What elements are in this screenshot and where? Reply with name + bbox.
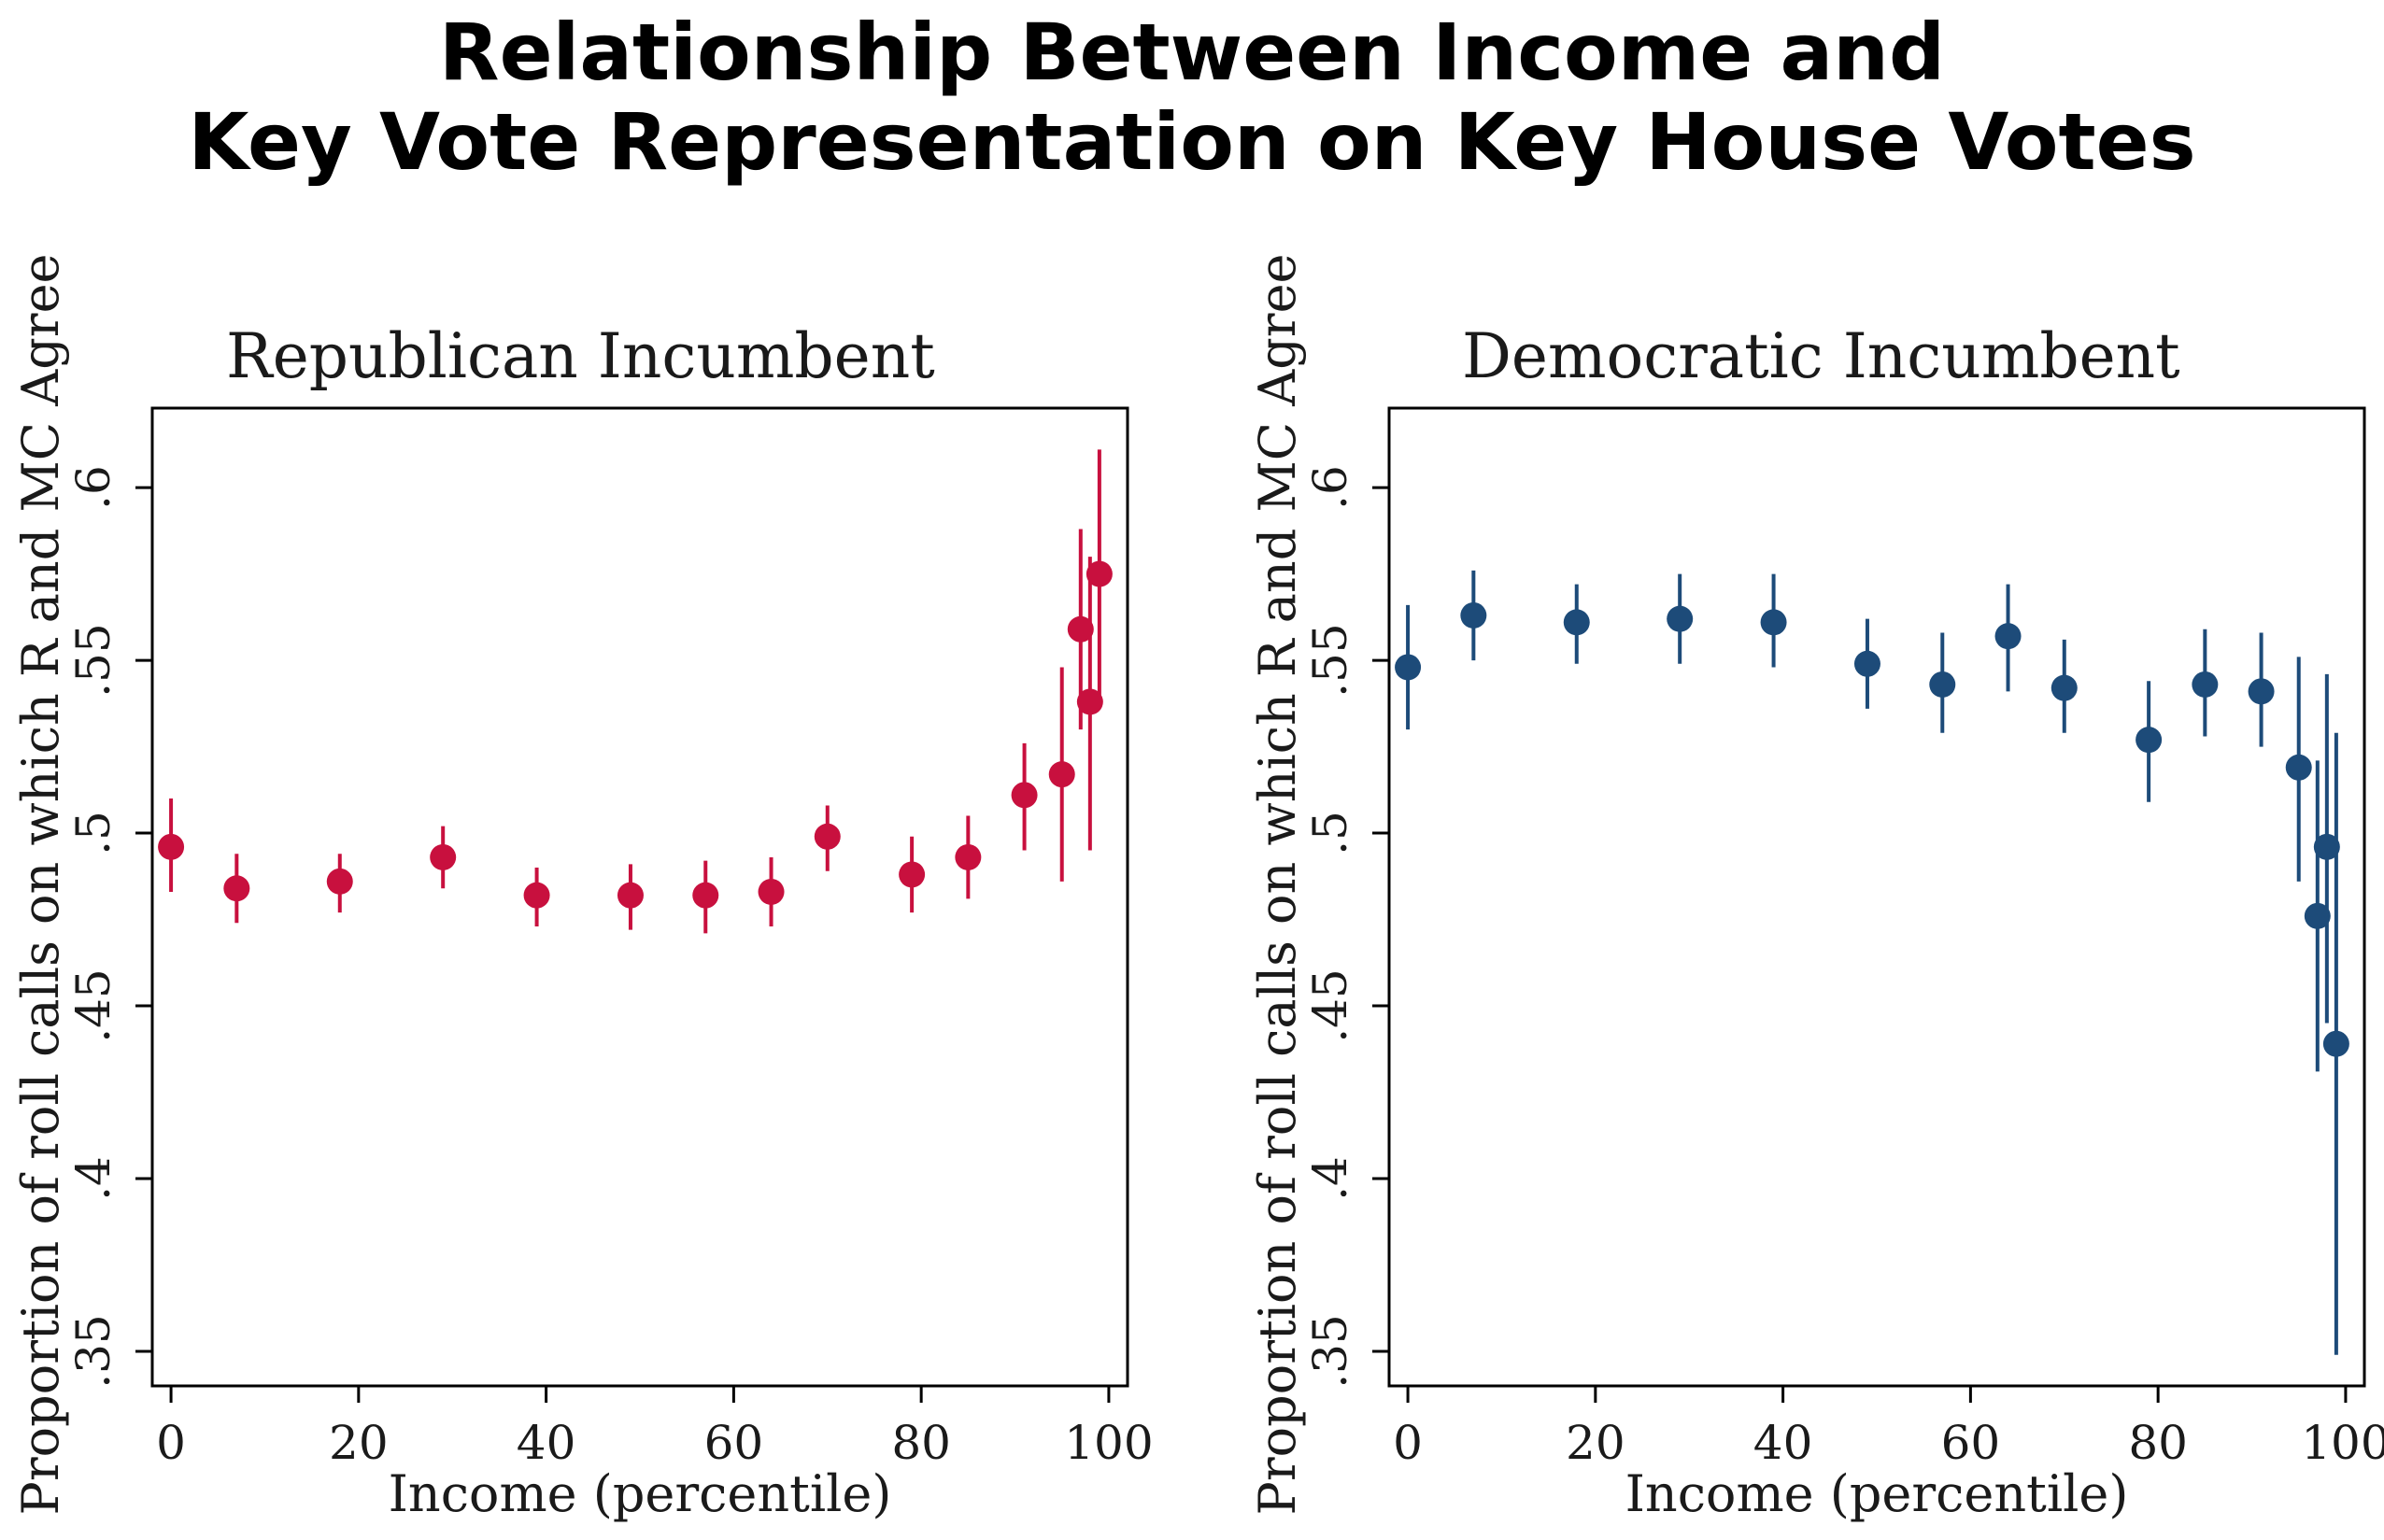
x-axis-label: Income (percentile) [389, 1464, 892, 1523]
data-point [1460, 601, 1487, 629]
data-point [758, 878, 785, 905]
y-tick-label: .4 [66, 1156, 121, 1201]
data-point [523, 882, 550, 909]
data-point [2136, 727, 2163, 754]
data-point [617, 882, 644, 909]
x-tick-label: 40 [517, 1416, 576, 1470]
chart-panel-democratic: Democratic Incumbent 0 20 40 60 80 100 .35 .4 .45… [1248, 253, 2384, 1523]
data-point [899, 861, 926, 888]
data-point [1929, 671, 1956, 698]
x-tick-label: 100 [2301, 1416, 2384, 1470]
main-title-line-1: Relationship Between Income and [438, 7, 1946, 98]
y-tick-label: .55 [1303, 623, 1357, 698]
data-point [1994, 623, 2022, 650]
data-point [2322, 1030, 2349, 1057]
data-point [814, 823, 841, 850]
y-tick-label: .4 [1303, 1156, 1357, 1201]
chart-panel-republican: Republican Incumbent 0 20 40 60 80 100 .35 .4 .45… [11, 253, 1154, 1523]
x-tick-label: 80 [891, 1416, 951, 1470]
x-tick-label: 20 [1566, 1416, 1625, 1470]
chart-title: Democratic Incumbent [1462, 320, 2180, 392]
x-tick-label: 40 [1753, 1416, 1813, 1470]
y-tick-label: .45 [66, 968, 121, 1043]
plot-frame [1387, 406, 2366, 1388]
y-tick-label: .5 [66, 811, 121, 855]
x-tick-label: 20 [329, 1416, 389, 1470]
data-point [692, 882, 719, 909]
data-point [430, 843, 457, 870]
y-tick-label: .55 [66, 623, 121, 698]
data-point [1048, 761, 1075, 788]
data-point [1011, 782, 1038, 809]
x-tick-label: 100 [1064, 1416, 1153, 1470]
data-point [2285, 754, 2312, 781]
data-point [1086, 560, 1113, 587]
data-point [1076, 688, 1103, 715]
data-point [326, 868, 353, 895]
data-point [2192, 671, 2219, 698]
y-tick-label: .45 [1303, 968, 1357, 1043]
main-title-line-2: Key Vote Representation on Key House Vot… [188, 96, 2196, 188]
y-tick-label: .6 [66, 465, 121, 510]
data-point [1667, 605, 1694, 632]
data-point [1760, 609, 1787, 636]
data-point [158, 833, 185, 860]
y-tick-label: .35 [66, 1314, 121, 1389]
data-point [1067, 615, 1094, 643]
x-axis-label: Income (percentile) [1625, 1464, 2129, 1523]
data-point [1563, 609, 1590, 636]
x-tick-label: 80 [2128, 1416, 2188, 1470]
y-tick-label: .5 [1303, 811, 1357, 855]
x-tick-label: 60 [1941, 1416, 2001, 1470]
data-point [2248, 678, 2275, 705]
data-point [2304, 902, 2331, 929]
x-tick-label: 0 [156, 1416, 186, 1470]
x-tick-label: 0 [1393, 1416, 1423, 1470]
data-point [223, 875, 250, 902]
data-point [955, 843, 982, 870]
data-point [2051, 674, 2078, 701]
y-tick-label: .6 [1303, 465, 1357, 510]
y-axis-label: Proportion of roll calls on which R and … [11, 253, 70, 1515]
y-tick-label: .35 [1303, 1314, 1357, 1389]
data-point [1395, 654, 1422, 681]
data-point [1853, 650, 1880, 677]
chart-title: Republican Incumbent [226, 320, 935, 392]
plot-frame [150, 406, 1129, 1388]
data-point [2313, 833, 2340, 860]
y-axis-label: Proportion of roll calls on which R and … [1248, 253, 1307, 1515]
x-tick-label: 60 [704, 1416, 764, 1470]
